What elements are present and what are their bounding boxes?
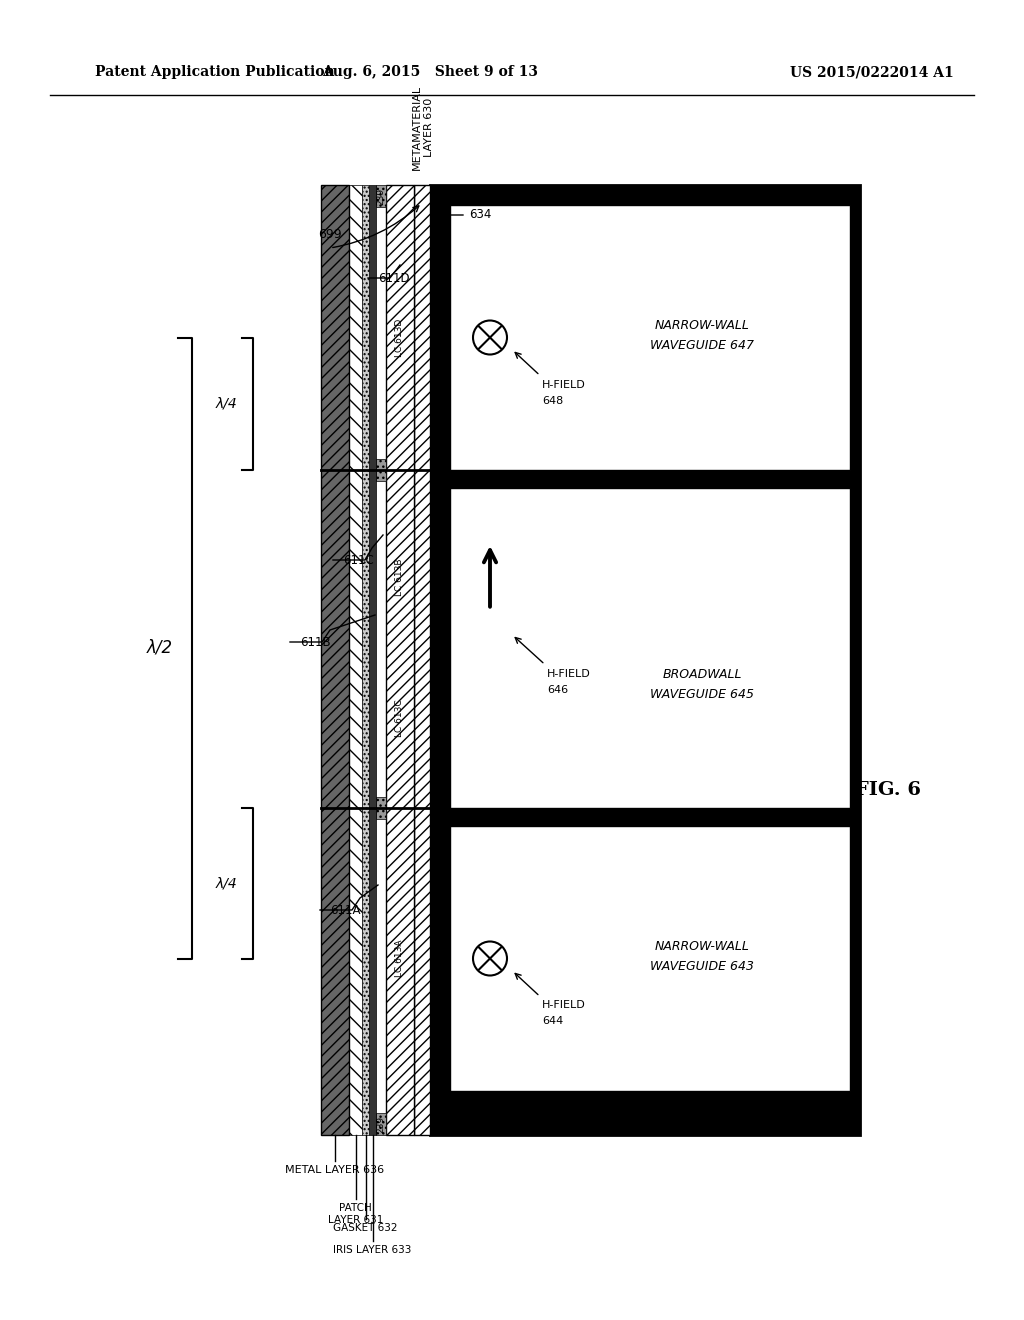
Bar	[376, 459, 386, 480]
Text: LC 613B: LC 613B	[395, 558, 404, 597]
Bar	[376, 797, 386, 818]
Text: 634: 634	[469, 1109, 492, 1122]
Bar	[369, 185, 376, 1135]
Bar	[386, 185, 414, 1135]
Text: NARROW-WALL: NARROW-WALL	[654, 940, 750, 953]
Text: WAVEGUIDE 643: WAVEGUIDE 643	[650, 960, 754, 973]
Text: PATCH
LAYER 631: PATCH LAYER 631	[328, 1203, 383, 1225]
Text: 646: 646	[547, 685, 568, 694]
Text: 611D: 611D	[378, 272, 410, 285]
Text: H-FIELD: H-FIELD	[547, 669, 591, 678]
Text: 648: 648	[542, 396, 563, 405]
Bar	[414, 185, 430, 1135]
Text: BROADWALL: BROADWALL	[663, 668, 741, 681]
Text: 611B: 611B	[300, 635, 331, 648]
Bar	[362, 185, 369, 1135]
Text: METAMATERIAL
LAYER 630: METAMATERIAL LAYER 630	[413, 84, 434, 170]
Bar	[430, 185, 860, 1135]
Text: METAL LAYER 636: METAL LAYER 636	[286, 1166, 385, 1175]
Text: 634: 634	[469, 473, 492, 486]
Bar	[376, 1113, 386, 1135]
Text: 239: 239	[377, 187, 385, 205]
Text: WAVEGUIDE 645: WAVEGUIDE 645	[650, 688, 754, 701]
Text: LC 613D: LC 613D	[395, 318, 404, 356]
Text: WAVEGUIDE 647: WAVEGUIDE 647	[650, 339, 754, 352]
Text: 611A: 611A	[330, 903, 360, 916]
Text: Patent Application Publication: Patent Application Publication	[95, 65, 335, 79]
Text: 634: 634	[469, 810, 492, 824]
Text: IRIS LAYER 633: IRIS LAYER 633	[334, 1245, 412, 1255]
Text: US 2015/0222014 A1: US 2015/0222014 A1	[790, 65, 953, 79]
Bar	[321, 185, 349, 1135]
Text: 699: 699	[318, 228, 342, 242]
Text: H-FIELD: H-FIELD	[542, 380, 586, 389]
Text: LC 613A: LC 613A	[395, 940, 404, 977]
Text: FIG. 6: FIG. 6	[855, 781, 921, 799]
Bar	[349, 185, 362, 1135]
Text: 239: 239	[377, 1115, 385, 1133]
Text: 611C: 611C	[343, 553, 374, 566]
Bar	[376, 185, 386, 207]
Text: 644: 644	[542, 1016, 563, 1027]
Text: NARROW-WALL: NARROW-WALL	[654, 319, 750, 333]
Text: H-FIELD: H-FIELD	[542, 1001, 586, 1011]
Text: Aug. 6, 2015   Sheet 9 of 13: Aug. 6, 2015 Sheet 9 of 13	[322, 65, 538, 79]
Text: LC 613C: LC 613C	[395, 700, 404, 737]
Text: λ/4: λ/4	[215, 876, 237, 890]
Text: GASKET 632: GASKET 632	[333, 1224, 397, 1233]
Text: 634: 634	[469, 209, 492, 222]
Bar	[450, 205, 850, 470]
Text: λ/2: λ/2	[146, 639, 173, 657]
Bar	[450, 826, 850, 1092]
Bar	[450, 488, 850, 808]
Text: λ/4: λ/4	[215, 397, 237, 411]
